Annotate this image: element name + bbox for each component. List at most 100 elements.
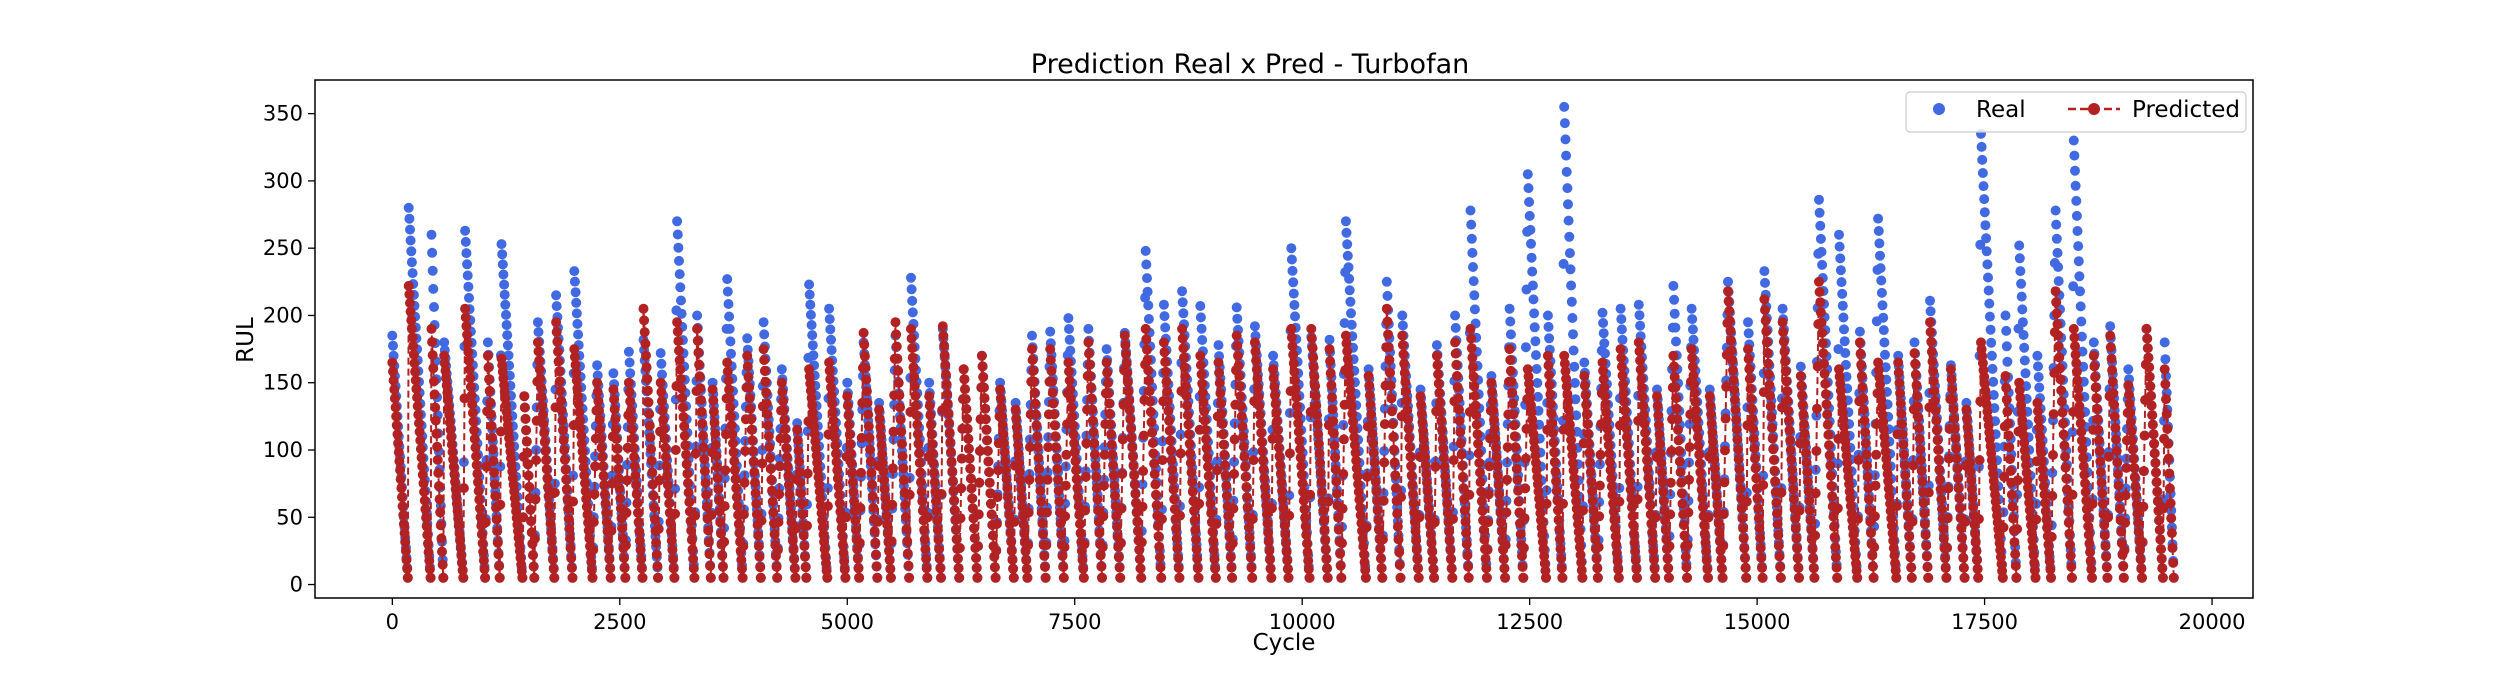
predicted-point (1623, 449, 1634, 460)
predicted-point (933, 534, 944, 545)
predicted-point (1463, 561, 1474, 572)
predicted-point (1496, 526, 1507, 537)
predicted-point (1561, 381, 1572, 392)
predicted-point (1643, 473, 1654, 484)
predicted-point (1185, 457, 1196, 468)
predicted-point (717, 561, 728, 572)
predicted-point (713, 484, 724, 495)
predicted-point (758, 344, 769, 355)
predicted-point (1263, 527, 1274, 538)
predicted-point (1614, 496, 1625, 507)
predicted-point (539, 427, 550, 438)
predicted-point (1643, 482, 1654, 493)
real-point (1977, 168, 1988, 178)
predicted-point (1746, 403, 1757, 414)
predicted-point (756, 515, 767, 526)
predicted-point (778, 396, 789, 407)
predicted-point (445, 424, 456, 435)
predicted-point (832, 473, 843, 484)
real-point (1563, 215, 1574, 226)
predicted-point (1201, 434, 1212, 445)
predicted-point (1787, 474, 1798, 485)
predicted-point (780, 424, 790, 435)
predicted-point (1545, 389, 1556, 400)
predicted-point (1727, 355, 1738, 366)
predicted-point (792, 424, 803, 435)
predicted-point (1456, 449, 1467, 460)
predicted-point (1323, 496, 1334, 507)
predicted-point (642, 373, 653, 384)
predicted-point (401, 554, 412, 565)
predicted-point (698, 442, 709, 453)
real-point (1397, 320, 1408, 331)
predicted-point (1027, 355, 1038, 365)
predicted-point (1275, 468, 1286, 479)
predicted-point (1281, 546, 1292, 557)
real-point (2018, 330, 2029, 340)
predicted-point (771, 561, 782, 572)
predicted-point (1335, 548, 1346, 559)
predicted-point (1430, 461, 1441, 472)
predicted-point (620, 572, 631, 583)
predicted-point (1363, 371, 1374, 381)
predicted-point (1724, 315, 1735, 326)
predicted-point (1374, 524, 1384, 535)
predicted-point (1053, 474, 1063, 485)
predicted-point (1792, 543, 1803, 554)
predicted-point (859, 351, 870, 362)
predicted-point (1124, 405, 1135, 416)
predicted-point (1490, 433, 1501, 444)
predicted-point (1649, 554, 1659, 565)
predicted-point (1157, 455, 1168, 466)
real-point (1532, 378, 1543, 388)
predicted-point (481, 461, 492, 472)
predicted-point (928, 458, 939, 469)
predicted-point (1305, 489, 1316, 500)
predicted-point (1024, 474, 1035, 485)
predicted-point (599, 479, 610, 490)
predicted-point (877, 448, 888, 459)
predicted-point (1204, 480, 1215, 491)
predicted-point (1310, 381, 1321, 392)
predicted-point (561, 474, 572, 485)
predicted-point (1169, 494, 1180, 505)
real-point (404, 213, 415, 224)
predicted-point (1231, 330, 1242, 341)
predicted-point (451, 498, 462, 509)
predicted-point (440, 365, 451, 376)
real-point (2076, 316, 2087, 327)
real-point (1431, 340, 1442, 351)
real-point (2020, 368, 2031, 379)
predicted-point (1189, 515, 1200, 526)
predicted-point (1145, 406, 1156, 417)
predicted-point (797, 509, 808, 520)
real-point (1814, 207, 1825, 218)
predicted-point (646, 455, 657, 466)
predicted-point (846, 448, 856, 459)
predicted-point (782, 452, 792, 462)
predicted-point (1500, 540, 1511, 551)
predicted-point (1065, 384, 1076, 395)
predicted-point (1549, 457, 1560, 467)
predicted-point (1041, 540, 1052, 551)
predicted-point (826, 390, 837, 401)
predicted-point (1429, 572, 1440, 583)
predicted-point (1167, 464, 1178, 475)
predicted-point (1474, 457, 1485, 468)
predicted-point (410, 366, 421, 377)
predicted-point (1437, 434, 1448, 445)
predicted-point (596, 442, 607, 453)
real-point (676, 295, 686, 306)
predicted-point (553, 356, 564, 367)
predicted-point (1137, 501, 1148, 512)
predicted-point (638, 303, 649, 314)
predicted-point (688, 553, 699, 564)
predicted-point (1320, 544, 1331, 555)
predicted-point (1173, 553, 1184, 564)
predicted-point (1630, 555, 1641, 566)
predicted-point (1129, 479, 1140, 490)
predicted-point (1182, 400, 1193, 411)
real-point (907, 295, 918, 306)
real-point (497, 259, 508, 270)
predicted-point (843, 410, 854, 421)
